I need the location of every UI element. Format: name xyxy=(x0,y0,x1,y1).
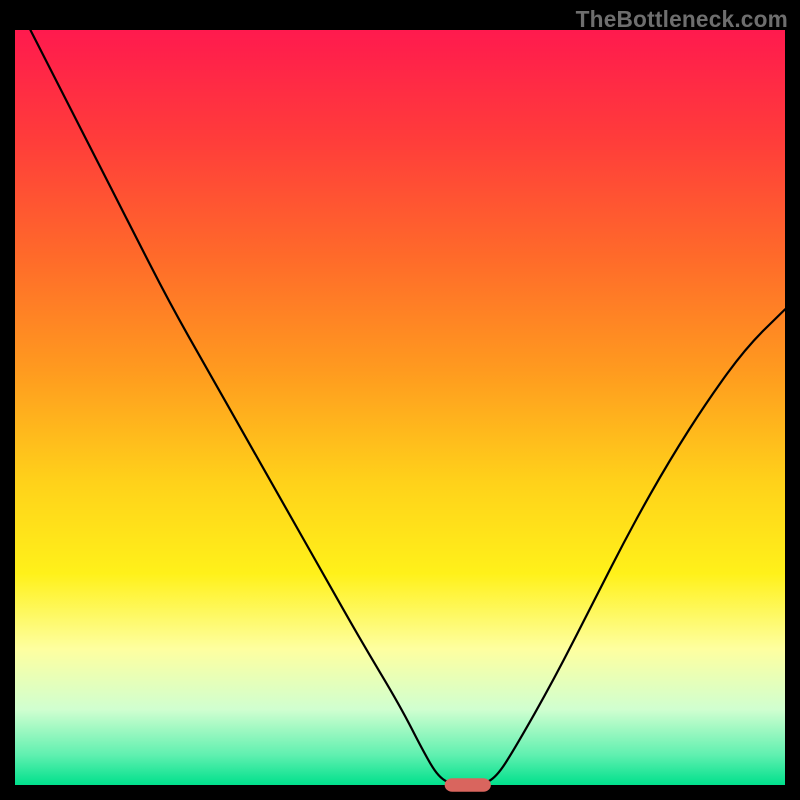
plot-area xyxy=(15,30,785,785)
watermark-text: TheBottleneck.com xyxy=(576,6,788,33)
chart-container: TheBottleneck.com xyxy=(0,0,800,800)
optimal-marker xyxy=(445,778,491,792)
chart-svg xyxy=(0,0,800,800)
